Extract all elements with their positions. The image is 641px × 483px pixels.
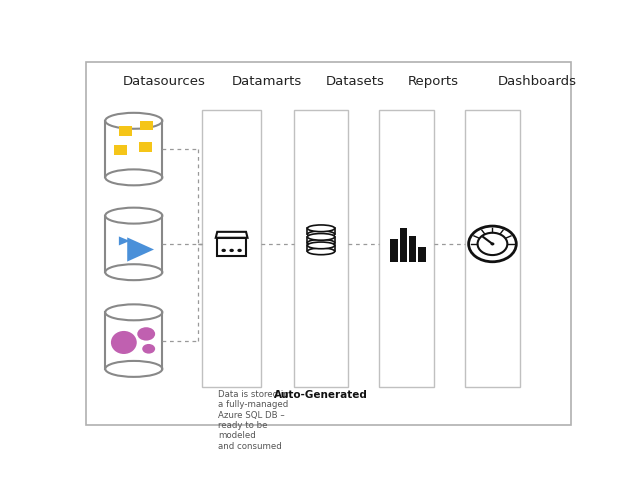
- Polygon shape: [216, 232, 247, 238]
- Bar: [140, 121, 153, 130]
- Ellipse shape: [105, 264, 162, 280]
- Bar: [138, 142, 152, 152]
- Bar: [419, 247, 426, 262]
- Ellipse shape: [105, 208, 162, 224]
- Text: Reports: Reports: [408, 75, 459, 88]
- Circle shape: [221, 249, 226, 252]
- Polygon shape: [119, 237, 129, 245]
- Ellipse shape: [308, 233, 335, 240]
- Text: Datasets: Datasets: [326, 75, 385, 88]
- Circle shape: [137, 327, 155, 341]
- Bar: [390, 240, 397, 262]
- Bar: [105, 313, 162, 369]
- Bar: [105, 121, 162, 177]
- Ellipse shape: [308, 242, 335, 249]
- Ellipse shape: [308, 248, 335, 255]
- Bar: [294, 110, 349, 387]
- Bar: [465, 110, 520, 387]
- Ellipse shape: [105, 170, 162, 185]
- Ellipse shape: [105, 361, 162, 377]
- Ellipse shape: [105, 304, 162, 320]
- Bar: [379, 110, 434, 387]
- Ellipse shape: [308, 225, 335, 232]
- Ellipse shape: [308, 231, 335, 238]
- Circle shape: [469, 226, 516, 262]
- Bar: [308, 237, 335, 243]
- Text: Dashboards: Dashboards: [497, 75, 576, 88]
- Ellipse shape: [308, 240, 335, 246]
- Text: Datamarts: Datamarts: [231, 75, 302, 88]
- Polygon shape: [127, 238, 154, 262]
- Bar: [409, 236, 417, 262]
- Text: Datasources: Datasources: [122, 75, 205, 88]
- Ellipse shape: [111, 331, 137, 354]
- Bar: [217, 238, 246, 256]
- Bar: [119, 127, 132, 136]
- Bar: [308, 228, 335, 234]
- Bar: [399, 228, 407, 262]
- Circle shape: [490, 242, 494, 245]
- Circle shape: [237, 249, 242, 252]
- Ellipse shape: [105, 113, 162, 129]
- Text: Data is stored in
a fully-managed
Azure SQL DB –
ready to be
modeled
and consume: Data is stored in a fully-managed Azure …: [218, 390, 289, 451]
- Bar: [308, 245, 335, 251]
- Bar: [105, 215, 162, 272]
- Bar: [114, 145, 127, 155]
- Bar: [202, 110, 262, 387]
- Text: Auto-Generated: Auto-Generated: [274, 390, 368, 400]
- Circle shape: [142, 344, 155, 354]
- Circle shape: [478, 233, 508, 255]
- Circle shape: [229, 249, 234, 252]
